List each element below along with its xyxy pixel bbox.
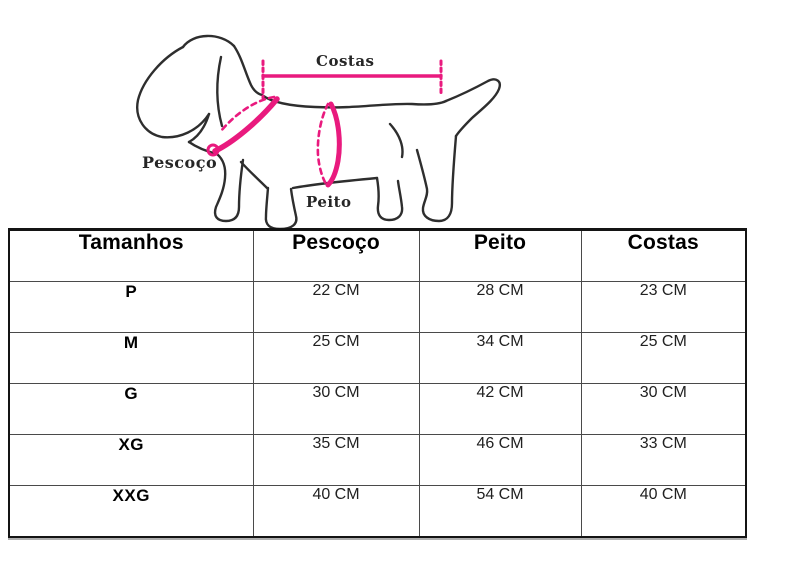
- dog-front-leg-near: [213, 152, 245, 223]
- value-cell: 30 CM: [580, 383, 747, 435]
- table-header-row: Tamanhos Pescoço Peito Costas: [8, 229, 747, 282]
- header-pescoco: Pescoço: [252, 229, 420, 282]
- header-peito: Peito: [418, 229, 582, 282]
- size-cell: P: [8, 281, 254, 333]
- value-cell: 22 CM: [252, 281, 420, 333]
- dog-belly: [291, 176, 379, 190]
- pescoco-collar-dashed: [219, 95, 276, 133]
- dog-back: [260, 93, 448, 109]
- size-cell: XXG: [8, 485, 254, 537]
- dog-ear-inner: [216, 55, 224, 128]
- dog-hind-leg-far: [415, 134, 458, 223]
- costas-label: Costas: [316, 52, 375, 70]
- value-cell: 40 CM: [252, 485, 420, 537]
- table-row-xxg: XXG 40 CM 54 CM 40 CM: [8, 485, 747, 537]
- peito-band-solid: [325, 101, 342, 188]
- dog-tail: [444, 78, 501, 138]
- table-row-g: G 30 CM 42 CM 30 CM: [8, 383, 747, 435]
- value-cell: 23 CM: [580, 281, 747, 333]
- dog-measurement-diagram: Costas Pescoço Peito: [0, 0, 800, 231]
- measurement-marks: [206, 59, 443, 188]
- header-costas: Costas: [580, 229, 747, 282]
- value-cell: 28 CM: [418, 281, 582, 333]
- pescoco-label: Pescoço: [142, 153, 218, 172]
- table-row-p: P 22 CM 28 CM 23 CM: [8, 281, 747, 333]
- dog-head: [181, 34, 236, 49]
- value-cell: 25 CM: [252, 332, 420, 384]
- dog-hind-leg-near: [375, 176, 404, 222]
- dog-ear: [136, 45, 211, 139]
- dog-diagram-canvas: [136, 34, 501, 231]
- dog-muzzle: [187, 112, 211, 144]
- size-cell: M: [8, 332, 254, 384]
- value-cell: 54 CM: [418, 485, 582, 537]
- peito-label: Peito: [306, 193, 352, 211]
- value-cell: 34 CM: [418, 332, 582, 384]
- value-cell: 42 CM: [418, 383, 582, 435]
- dog-thigh: [388, 122, 404, 159]
- dog-front-leg-far: [264, 186, 298, 231]
- peito-band-dashed: [316, 102, 330, 186]
- value-cell: 35 CM: [252, 434, 420, 486]
- pescoco-collar-ring: [206, 143, 220, 157]
- value-cell: 33 CM: [580, 434, 747, 486]
- value-cell: 46 CM: [418, 434, 582, 486]
- pescoco-collar-solid: [212, 96, 280, 154]
- size-cell: XG: [8, 434, 254, 486]
- table-row-xg: XG 35 CM 46 CM 33 CM: [8, 434, 747, 486]
- size-cell: G: [8, 383, 254, 435]
- value-cell: 40 CM: [580, 485, 747, 537]
- value-cell: 25 CM: [580, 332, 747, 384]
- dog-head-side: [232, 44, 264, 97]
- dog-chest-underline: [239, 160, 269, 190]
- size-table: Tamanhos Pescoço Peito Costas P 22 CM 28…: [8, 228, 747, 538]
- table-row-m: M 25 CM 34 CM 25 CM: [8, 332, 747, 384]
- header-tamanhos: Tamanhos: [8, 229, 254, 282]
- value-cell: 30 CM: [252, 383, 420, 435]
